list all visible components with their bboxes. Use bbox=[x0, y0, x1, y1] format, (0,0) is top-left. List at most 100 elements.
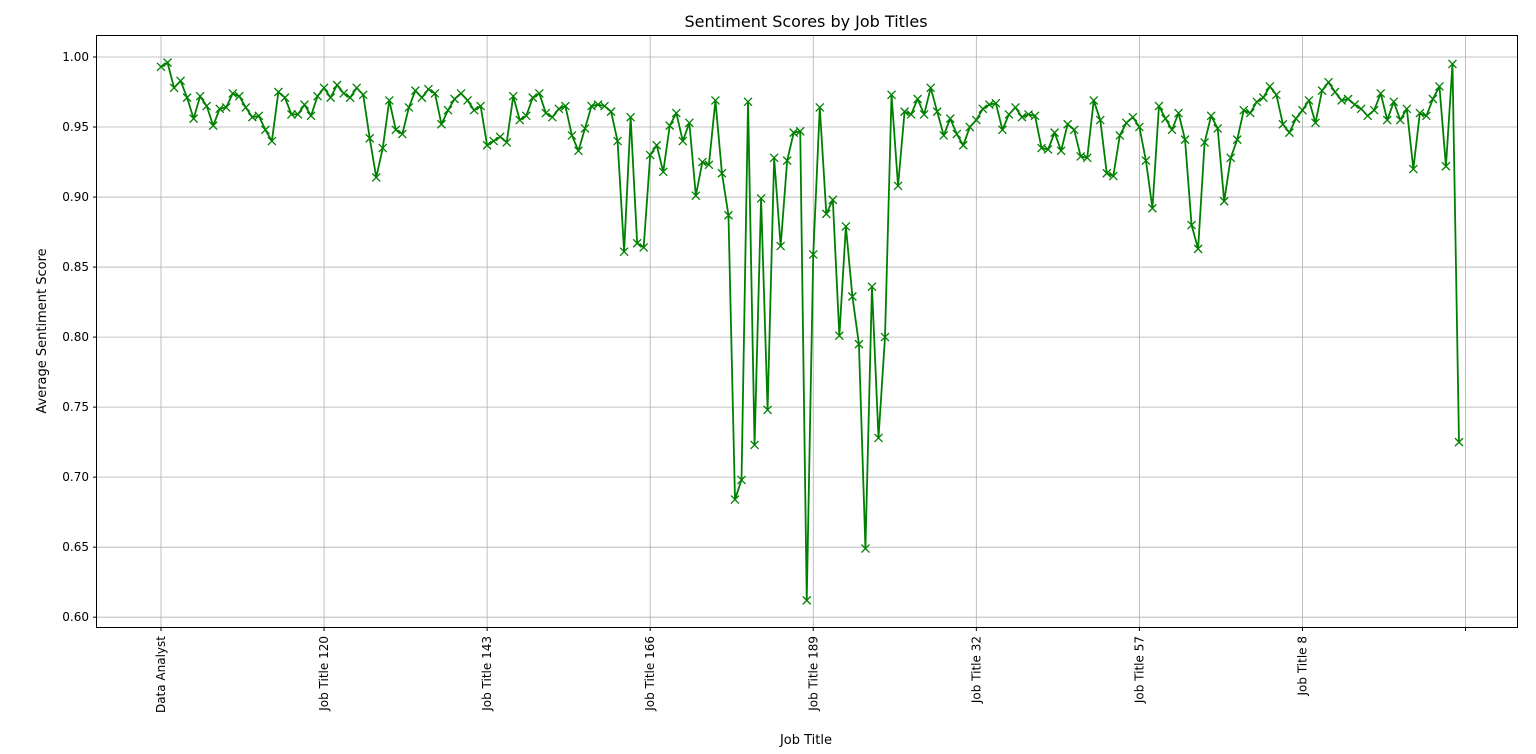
data-point-marker bbox=[665, 121, 675, 131]
data-point-marker bbox=[437, 119, 446, 129]
data-point-marker bbox=[991, 98, 1001, 108]
data-point-marker bbox=[1448, 59, 1457, 69]
x-tick-label: Job Title 189 bbox=[806, 636, 820, 712]
data-point-marker bbox=[1265, 81, 1275, 91]
data-point-marker bbox=[1402, 104, 1412, 114]
data-point-marker bbox=[860, 544, 870, 554]
data-point-marker bbox=[887, 90, 896, 100]
data-point-marker bbox=[600, 101, 609, 111]
data-point-marker bbox=[658, 167, 668, 177]
data-point-marker bbox=[750, 440, 760, 450]
data-point-marker bbox=[554, 104, 564, 114]
data-point-marker bbox=[273, 87, 283, 97]
data-point-marker bbox=[965, 122, 975, 132]
data-point-marker bbox=[384, 95, 394, 105]
data-point-marker bbox=[339, 88, 349, 98]
data-point-marker bbox=[1213, 123, 1223, 133]
data-point-marker bbox=[234, 91, 244, 101]
x-axis: Data Analyst Job Title 120 Job Title 143 Jo… bbox=[154, 627, 1467, 713]
data-point-marker bbox=[645, 150, 655, 160]
data-point-marker bbox=[880, 332, 890, 342]
data-point-marker bbox=[313, 91, 323, 101]
data-point-marker bbox=[1167, 125, 1177, 135]
data-point-marker bbox=[619, 247, 629, 257]
data-point-marker bbox=[1200, 137, 1210, 147]
data-point-marker bbox=[176, 76, 186, 86]
y-tick-label: 0.95 bbox=[62, 120, 89, 134]
y-tick-label: 0.85 bbox=[62, 260, 89, 274]
data-point-marker bbox=[893, 181, 903, 191]
data-point-marker bbox=[508, 91, 518, 101]
data-point-marker bbox=[1193, 244, 1203, 254]
data-point-marker bbox=[397, 129, 407, 139]
data-point-marker bbox=[1174, 108, 1183, 118]
data-point-marker bbox=[971, 115, 981, 125]
data-point-marker bbox=[1434, 81, 1444, 91]
data-point-marker bbox=[267, 136, 277, 146]
data-point-marker bbox=[1056, 146, 1066, 156]
data-point-marker bbox=[443, 105, 453, 115]
data-point-marker bbox=[208, 121, 218, 131]
data-point-marker bbox=[1415, 108, 1425, 118]
data-point-marker bbox=[808, 250, 818, 259]
data-point-marker bbox=[1219, 196, 1229, 206]
data-point-marker bbox=[1356, 104, 1366, 114]
data-point-marker bbox=[763, 405, 773, 415]
data-point-marker bbox=[1128, 112, 1138, 122]
x-tick-label: Job Title 166 bbox=[643, 636, 657, 712]
data-point-marker bbox=[1134, 122, 1144, 132]
data-point-marker bbox=[417, 93, 427, 103]
data-point-marker bbox=[169, 83, 179, 93]
data-point-marker bbox=[1317, 86, 1327, 96]
data-point-marker bbox=[1350, 100, 1360, 110]
data-point-marker bbox=[365, 133, 375, 143]
x-tick-label: Job Title 32 bbox=[969, 636, 983, 704]
data-point-marker bbox=[1408, 164, 1418, 174]
data-point-marker bbox=[1363, 111, 1373, 121]
data-point-marker bbox=[221, 102, 231, 112]
data-point-marker bbox=[476, 101, 486, 111]
data-point-marker bbox=[189, 114, 199, 124]
data-point-marker bbox=[815, 102, 825, 112]
data-point-marker bbox=[1115, 130, 1125, 140]
data-point-marker bbox=[1180, 135, 1190, 145]
data-point-marker bbox=[854, 339, 864, 349]
data-point-marker bbox=[691, 191, 701, 201]
data-point-marker bbox=[456, 88, 466, 98]
data-point-marker bbox=[847, 292, 857, 301]
data-point-marker bbox=[1161, 114, 1170, 124]
data-point-marker bbox=[958, 140, 968, 150]
data-point-marker bbox=[450, 94, 459, 104]
data-point-marker bbox=[632, 238, 642, 248]
data-point-marker bbox=[1284, 128, 1294, 138]
data-point-marker bbox=[1304, 95, 1314, 105]
data-point-marker bbox=[1050, 128, 1060, 138]
data-point-marker bbox=[515, 115, 525, 125]
x-tick-label: Job Title 8 bbox=[1295, 636, 1309, 696]
data-point-marker bbox=[469, 105, 479, 115]
data-point-marker bbox=[254, 111, 264, 121]
data-point-marker bbox=[580, 123, 590, 133]
data-point-marker bbox=[547, 112, 557, 122]
data-point-marker bbox=[697, 157, 707, 167]
data-point-marker bbox=[528, 93, 538, 103]
x-tick-label: Job Title 120 bbox=[317, 636, 331, 712]
data-point-marker bbox=[821, 209, 831, 219]
data-point-marker bbox=[913, 94, 923, 104]
data-point-marker bbox=[900, 107, 910, 117]
data-point-marker bbox=[463, 95, 473, 105]
data-point-marker bbox=[730, 495, 740, 505]
chart-title: Sentiment Scores by Job Titles bbox=[684, 12, 927, 31]
data-point-marker bbox=[743, 97, 753, 107]
data-point-marker bbox=[978, 104, 988, 114]
data-point-marker bbox=[1258, 93, 1268, 103]
data-point-marker bbox=[1089, 95, 1099, 105]
data-point-marker bbox=[737, 475, 746, 485]
data-point-marker bbox=[293, 109, 303, 119]
data-point-marker bbox=[410, 86, 420, 96]
data-point-marker bbox=[704, 160, 714, 170]
data-point-marker bbox=[1004, 109, 1014, 119]
data-point-marker bbox=[1454, 437, 1464, 447]
data-point-marker bbox=[319, 83, 329, 93]
